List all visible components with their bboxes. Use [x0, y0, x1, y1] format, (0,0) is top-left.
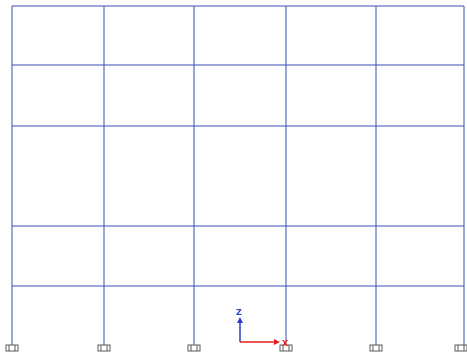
axis-triad: Z X: [236, 308, 289, 348]
support-symbol-3[interactable]: [187, 344, 201, 352]
vertical-axis-label: Z: [236, 308, 242, 317]
vertical-axis-arrowhead: [237, 317, 243, 323]
horizontal-axis-label: X: [282, 339, 289, 348]
support-symbol-5[interactable]: [369, 344, 383, 352]
horizontal-axis-arrowhead: [274, 339, 280, 345]
support-symbol-6[interactable]: [454, 344, 467, 352]
support-symbol-2[interactable]: [97, 344, 111, 352]
support-symbol-4[interactable]: [279, 344, 293, 352]
support-group: [5, 344, 467, 352]
support-symbol-1[interactable]: [5, 344, 19, 352]
beam-group: [12, 5, 464, 287]
column-group: [11, 6, 465, 347]
